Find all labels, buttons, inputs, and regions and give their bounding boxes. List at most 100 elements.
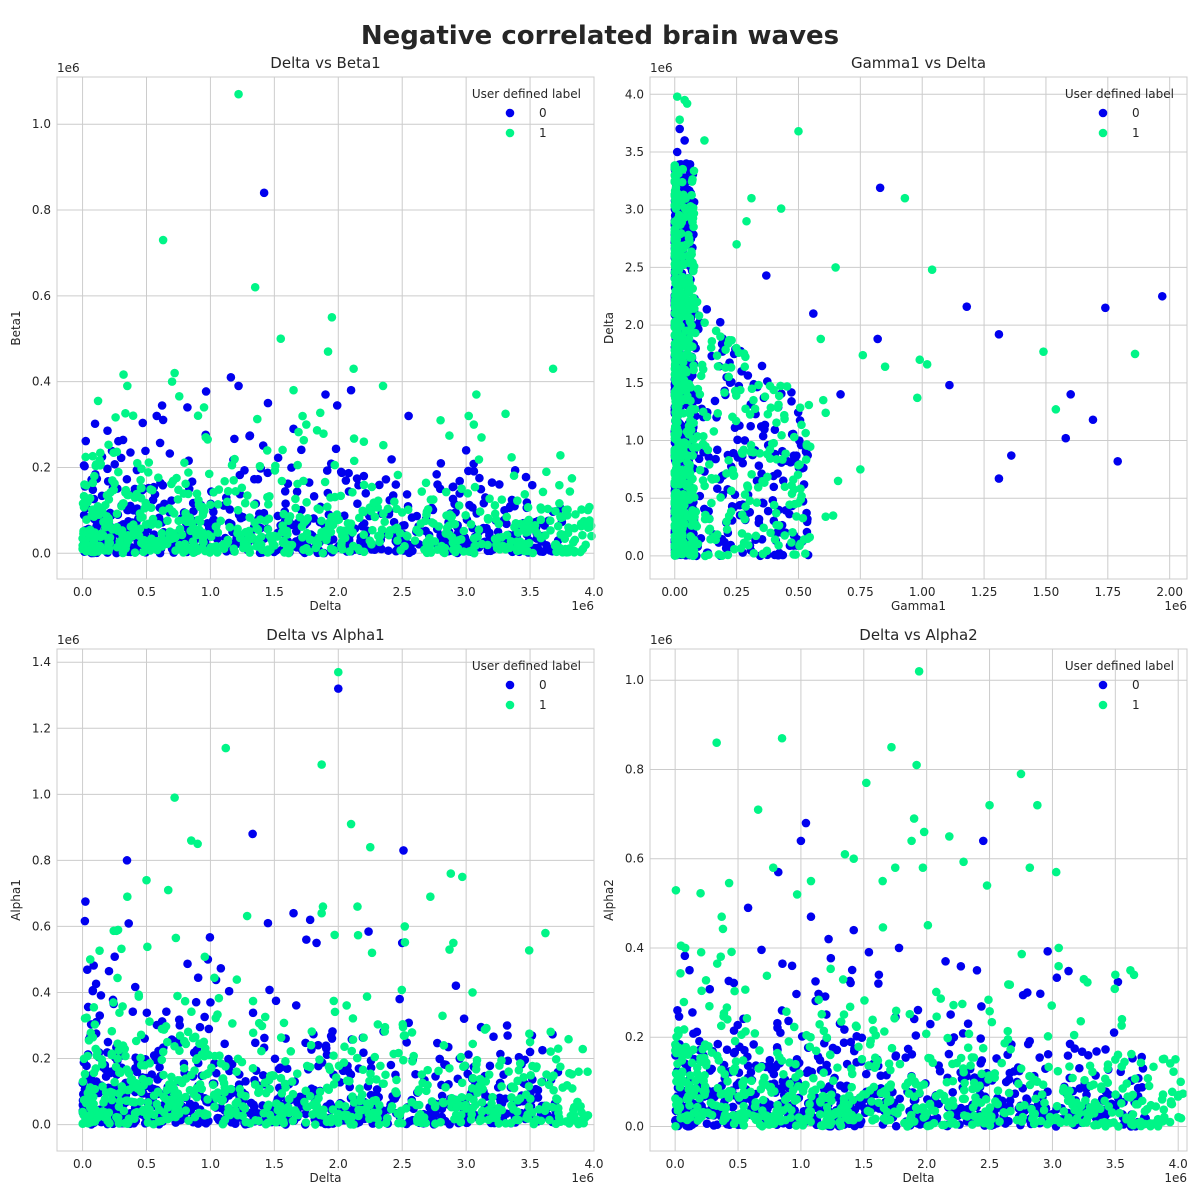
scatter-point-label-1 — [795, 403, 805, 412]
scatter-point-label-0 — [822, 1060, 831, 1070]
scatter-point-label-0 — [282, 1064, 292, 1074]
scatter-point-label-1 — [157, 529, 167, 538]
x-tick-label: 3.0 — [457, 585, 476, 599]
scatter-point-label-0 — [106, 1068, 115, 1078]
scatter-point-label-1 — [124, 1069, 134, 1078]
scatter-point-label-1 — [92, 1051, 102, 1060]
scatter-point-label-1 — [802, 440, 812, 449]
scatter-point-label-0 — [203, 518, 212, 528]
scatter-point-label-1 — [545, 516, 555, 525]
scatter-point-label-1 — [213, 1010, 222, 1019]
scatter-point-label-1 — [749, 549, 759, 558]
scatter-point-label-1 — [245, 513, 254, 522]
scatter-point-label-0 — [1064, 966, 1073, 976]
y-axis-label: Beta1 — [9, 310, 23, 345]
scatter-point-label-0 — [1036, 989, 1045, 999]
x-tick-label: 0.25 — [723, 585, 750, 599]
scatter-point-label-0 — [289, 908, 298, 918]
scatter-point-label-1 — [119, 370, 128, 379]
scatter-point-label-1 — [89, 471, 99, 481]
scatter-point-label-0 — [402, 490, 412, 499]
scatter-point-label-1 — [175, 1098, 184, 1108]
scatter-point-label-0 — [710, 396, 720, 406]
scatter-point-label-0 — [248, 1008, 258, 1018]
scatter-point-label-1 — [301, 1086, 311, 1096]
x-tick-label: 1.0 — [201, 585, 220, 599]
scatter-point-label-1 — [514, 1065, 524, 1075]
scatter-point-label-1 — [681, 240, 691, 250]
scatter-point-label-0 — [956, 1103, 966, 1113]
scatter-point-label-0 — [1113, 456, 1123, 466]
scatter-point-label-1 — [263, 548, 273, 557]
scatter-point-label-0 — [246, 1098, 256, 1108]
scatter-point-label-1 — [569, 1105, 578, 1115]
scatter-point-label-1 — [190, 1032, 200, 1042]
scatter-point-label-1 — [115, 1096, 125, 1106]
scatter-point-label-1 — [747, 193, 756, 203]
scatter-point-label-1 — [467, 1110, 476, 1119]
scatter-point-label-1 — [243, 491, 252, 500]
scatter-point-label-1 — [181, 1092, 190, 1102]
scatter-point-label-1 — [83, 1088, 93, 1098]
plot-frame — [56, 648, 595, 1152]
scatter-point-label-1 — [231, 1106, 240, 1115]
scatter-point-label-1 — [856, 465, 865, 474]
scatter-point-label-1 — [1039, 347, 1048, 356]
scatter-point-label-0 — [230, 434, 239, 444]
x-tick-label: 1.0 — [791, 1157, 810, 1171]
scatter-point-label-1 — [790, 499, 800, 509]
scatter-point-label-1 — [291, 494, 300, 504]
scatter-point-label-1 — [348, 528, 357, 537]
x-tick-label: 3.5 — [1106, 1157, 1125, 1171]
scatter-point-label-0 — [948, 1088, 958, 1097]
scatter-point-label-0 — [773, 1023, 782, 1033]
scatter-point-label-1 — [684, 286, 693, 295]
scatter-point-label-1 — [398, 1020, 408, 1029]
scatter-point-label-0 — [364, 927, 373, 936]
scatter-point-label-1 — [347, 1046, 357, 1056]
scatter-point-label-1 — [269, 1071, 279, 1080]
scatter-point-label-1 — [188, 546, 197, 556]
scatter-point-label-1 — [334, 1109, 343, 1118]
scatter-point-label-1 — [298, 532, 307, 542]
scatter-point-label-1 — [436, 415, 445, 425]
scatter-point-label-1 — [346, 819, 356, 829]
scatter-point-label-0 — [260, 1033, 269, 1043]
scatter-point-label-1 — [192, 1092, 202, 1102]
scatter-point-label-1 — [472, 390, 481, 399]
scatter-point-label-1 — [574, 1119, 583, 1129]
y-tick-label: 0.0 — [32, 546, 51, 560]
scatter-point-label-1 — [553, 1095, 562, 1104]
scatter-point-label-1 — [391, 1087, 400, 1096]
scatter-point-label-1 — [774, 391, 784, 401]
scatter-point-label-1 — [915, 355, 925, 365]
scatter-point-label-0 — [1101, 303, 1110, 313]
scatter-point-label-0 — [994, 474, 1004, 483]
scatter-point-label-0 — [946, 1010, 955, 1019]
scatter-point-label-1 — [318, 902, 328, 911]
scatter-point-label-1 — [774, 521, 784, 530]
scatter-point-label-1 — [413, 1117, 422, 1127]
scatter-point-label-1 — [690, 512, 699, 522]
scatter-point-label-1 — [537, 1077, 546, 1087]
scatter-point-label-1 — [780, 482, 790, 492]
scatter-point-label-1 — [407, 1028, 417, 1037]
scatter-point-label-1 — [686, 425, 696, 435]
scatter-point-label-1 — [378, 381, 388, 391]
scatter-point-label-1 — [798, 513, 808, 523]
scatter-point-label-0 — [190, 1101, 200, 1111]
scatter-point-label-1 — [107, 1050, 117, 1060]
scatter-point-label-1 — [684, 230, 693, 240]
scatter-point-label-1 — [686, 342, 695, 352]
scatter-point-label-1 — [112, 926, 121, 936]
plot-frame — [56, 76, 595, 580]
scatter-point-label-0 — [743, 903, 753, 913]
scatter-point-label-1 — [291, 503, 300, 513]
scatter-point-label-0 — [538, 547, 548, 557]
scatter-point-label-1 — [121, 409, 130, 418]
legend-marker-0 — [505, 680, 515, 690]
scatter-point-label-1 — [753, 483, 763, 492]
scatter-point-label-1 — [692, 522, 702, 531]
y-tick-label: 3.0 — [625, 203, 644, 217]
scatter-point-label-1 — [110, 479, 119, 488]
